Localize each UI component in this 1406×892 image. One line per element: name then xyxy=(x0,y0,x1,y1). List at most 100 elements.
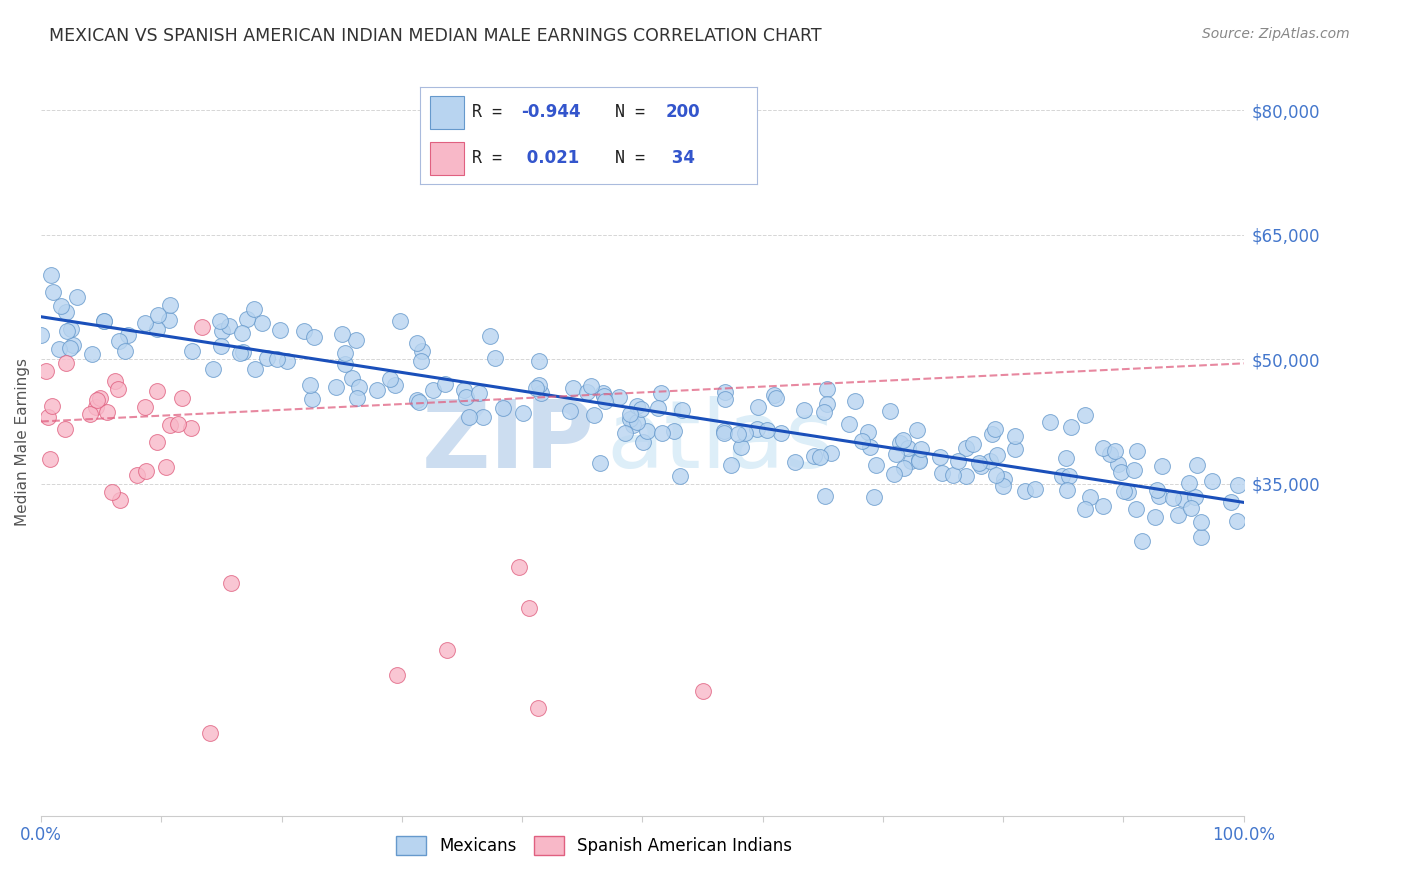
Point xyxy=(713,385,735,400)
Point xyxy=(838,417,860,431)
Point xyxy=(59,342,82,356)
Point xyxy=(346,392,368,406)
Point xyxy=(231,326,253,340)
Point xyxy=(411,344,433,359)
Point xyxy=(1024,482,1046,496)
Point xyxy=(815,396,838,410)
Point xyxy=(436,643,458,657)
Point xyxy=(1091,441,1114,455)
Point xyxy=(1060,420,1083,434)
Point xyxy=(181,344,204,359)
Point xyxy=(1201,474,1223,488)
Point xyxy=(981,427,1004,442)
Point xyxy=(527,701,550,715)
Point xyxy=(49,299,72,313)
Point xyxy=(170,391,193,405)
Point xyxy=(856,425,879,440)
Point xyxy=(229,346,252,360)
Point xyxy=(37,409,59,424)
Point xyxy=(333,345,356,359)
Point xyxy=(1167,508,1189,522)
Point xyxy=(209,339,232,353)
Point xyxy=(900,454,922,468)
Point xyxy=(211,324,233,338)
Point xyxy=(146,434,169,449)
Point xyxy=(955,468,977,483)
Point xyxy=(931,466,953,480)
Point xyxy=(730,440,752,454)
Point xyxy=(457,410,479,425)
Point xyxy=(756,424,779,438)
Point xyxy=(631,434,654,449)
Point xyxy=(929,450,952,464)
Point xyxy=(651,425,673,440)
Point xyxy=(366,383,388,397)
Point xyxy=(851,434,873,448)
Point xyxy=(1178,475,1201,490)
Point xyxy=(589,456,612,470)
Text: atlas: atlas xyxy=(606,396,835,488)
Point xyxy=(35,364,58,378)
Point xyxy=(62,338,84,352)
Point xyxy=(66,289,89,303)
Point xyxy=(134,400,156,414)
Point xyxy=(647,401,669,415)
Point xyxy=(803,450,825,464)
Point xyxy=(593,389,616,403)
Point xyxy=(884,447,907,461)
Point xyxy=(727,426,749,441)
Point xyxy=(39,268,62,282)
Point xyxy=(269,323,291,337)
Point xyxy=(1219,495,1241,509)
Point xyxy=(662,424,685,438)
Point xyxy=(1107,458,1129,472)
Point xyxy=(39,451,62,466)
Point xyxy=(342,371,364,385)
Point xyxy=(820,446,842,460)
Point xyxy=(793,402,815,417)
Point xyxy=(1050,468,1073,483)
Point xyxy=(527,353,550,368)
Point xyxy=(946,454,969,468)
Point xyxy=(453,383,475,397)
Point xyxy=(530,385,553,400)
Point xyxy=(1112,484,1135,499)
Point xyxy=(1004,428,1026,442)
Point xyxy=(619,411,641,425)
Point xyxy=(808,450,831,464)
Point xyxy=(512,405,534,419)
Point xyxy=(1056,483,1078,498)
Point xyxy=(82,346,104,360)
Point xyxy=(747,422,769,436)
Point xyxy=(562,381,585,395)
Point xyxy=(907,452,929,467)
Point xyxy=(96,405,118,419)
Point xyxy=(626,399,648,413)
Point xyxy=(389,313,412,327)
Point xyxy=(409,354,432,368)
Point xyxy=(114,344,136,359)
Point xyxy=(983,422,1005,436)
Point xyxy=(492,401,515,415)
Point xyxy=(814,489,837,503)
Point xyxy=(434,376,457,391)
Point xyxy=(517,601,540,615)
Point xyxy=(48,342,70,356)
Point xyxy=(1130,534,1153,549)
Point xyxy=(1150,459,1173,474)
Point xyxy=(209,314,232,328)
Point xyxy=(713,392,735,406)
Point xyxy=(101,485,124,500)
Point xyxy=(865,458,887,472)
Point xyxy=(472,409,495,424)
Point xyxy=(650,386,672,401)
Point xyxy=(330,326,353,341)
Point xyxy=(630,402,652,417)
Point xyxy=(108,493,131,508)
Point xyxy=(252,316,274,330)
Point xyxy=(107,383,129,397)
Point xyxy=(1185,458,1208,472)
Point xyxy=(266,352,288,367)
Point xyxy=(970,458,993,473)
Point xyxy=(135,464,157,478)
